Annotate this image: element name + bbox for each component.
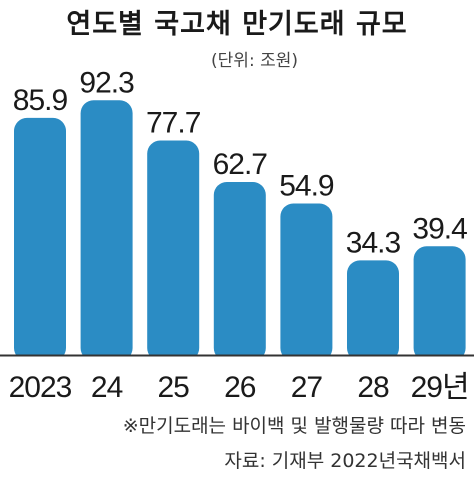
bar-2: [147, 140, 200, 361]
category-label-2: 25: [158, 371, 190, 404]
bar-3: [213, 181, 266, 361]
category-label-3: 26: [224, 371, 256, 404]
value-label-6: 39.4: [412, 212, 467, 245]
category-label-1: 24: [91, 371, 123, 404]
bar-6: [413, 246, 466, 361]
category-label-5: 28: [357, 371, 389, 404]
category-label-6: 29년: [411, 371, 469, 404]
value-label-2: 77.7: [146, 107, 201, 140]
baseline-mask: [0, 355, 474, 363]
bar-0: [14, 117, 66, 361]
unit-label: (단위: 조원): [211, 51, 298, 71]
value-label-5: 34.3: [346, 226, 401, 259]
chart-title: 연도별 국고채 만기도래 규모: [66, 9, 408, 40]
value-label-3: 62.7: [213, 148, 268, 181]
value-label-1: 92.3: [79, 66, 134, 99]
bar-4: [280, 203, 333, 361]
category-label-0: 2023: [9, 371, 72, 404]
category-label-4: 27: [291, 371, 323, 404]
bar-1: [80, 100, 133, 361]
source-note: 자료: 기재부 2022년국채백서: [224, 450, 466, 472]
footnote: ※만기도래는 바이백 및 발행물량 따라 변동: [122, 415, 466, 437]
bar-5: [347, 260, 399, 361]
value-label-0: 85.9: [13, 84, 68, 117]
value-label-4: 54.9: [279, 169, 334, 202]
